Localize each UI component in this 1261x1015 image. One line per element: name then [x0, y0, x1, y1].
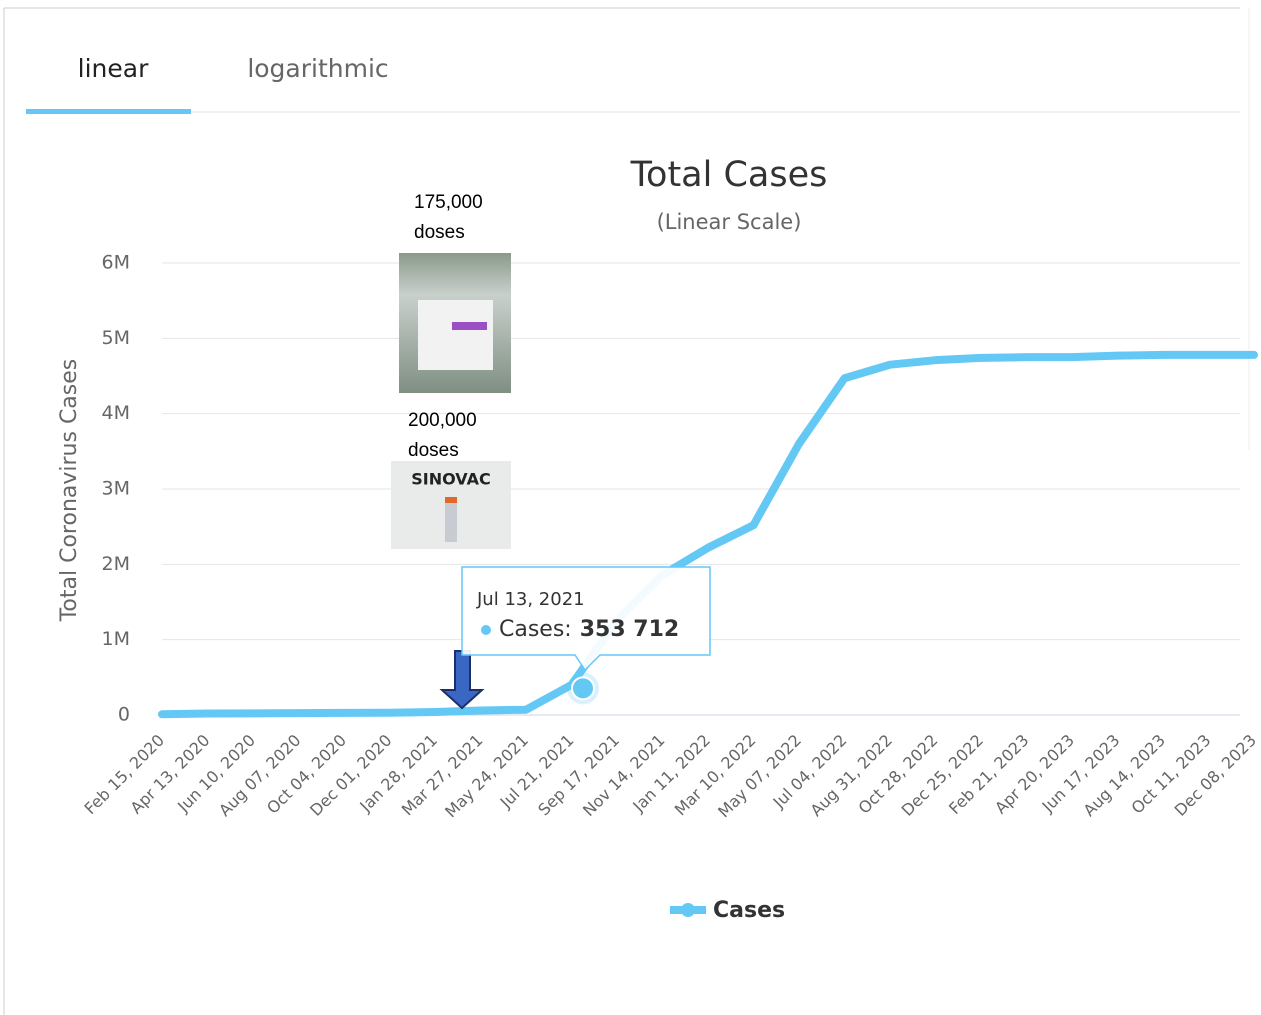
y-tick-label: 5M: [102, 327, 130, 349]
y-tick-label: 1M: [102, 628, 130, 650]
x-tick-label: Feb 15, 2020: [81, 731, 168, 818]
vial-stripe: [452, 322, 487, 330]
y-tick-label: 6M: [102, 252, 130, 274]
annotation: 200,000 doses: [408, 410, 477, 461]
vial-label: [418, 300, 493, 370]
x-tick-label: Oct 04, 2020: [263, 731, 350, 818]
tooltip-date: Jul 13, 2021: [476, 589, 585, 610]
tooltip-value: 353 712: [580, 617, 680, 642]
image-label: SINOVAC: [411, 470, 490, 489]
y-tick-label: 0: [118, 704, 130, 726]
tooltip-label: Cases:: [499, 617, 572, 642]
arrow: [439, 650, 485, 710]
x-tick-label: Oct 11, 2023: [1128, 731, 1215, 818]
x-tick-label: Apr 13, 2020: [127, 731, 214, 818]
x-tick-label: Dec 08, 2023: [1171, 731, 1260, 820]
annotation: 175,000 doses: [414, 192, 483, 243]
x-tick-label: Feb 21, 2023: [945, 731, 1032, 818]
vial: [445, 497, 457, 542]
tooltip-bullet: [481, 625, 491, 635]
y-axis-label: Total Coronavirus Cases: [57, 359, 82, 623]
y-tick-label: 4M: [102, 402, 130, 424]
tooltip-box: [461, 566, 711, 672]
legend-label: Cases: [713, 898, 785, 923]
vial-cap: [445, 497, 457, 503]
hover-point: [571, 676, 595, 701]
tab[interactable]: linear: [78, 54, 149, 83]
chart-subtitle: (Linear Scale): [657, 210, 802, 234]
legend-marker: [681, 903, 695, 917]
tooltip-text: Cases: 353 712: [499, 617, 679, 642]
x-tick-label: Oct 28, 2022: [855, 731, 942, 818]
tab[interactable]: logarithmic: [247, 54, 388, 83]
y-tick-label: 2M: [102, 553, 130, 575]
chart-title: Total Cases: [630, 155, 828, 195]
x-tick-label: Apr 20, 2023: [991, 731, 1078, 818]
y-tick-label: 3M: [102, 478, 130, 500]
tab-underline: [26, 109, 191, 114]
line: [158, 350, 1258, 719]
